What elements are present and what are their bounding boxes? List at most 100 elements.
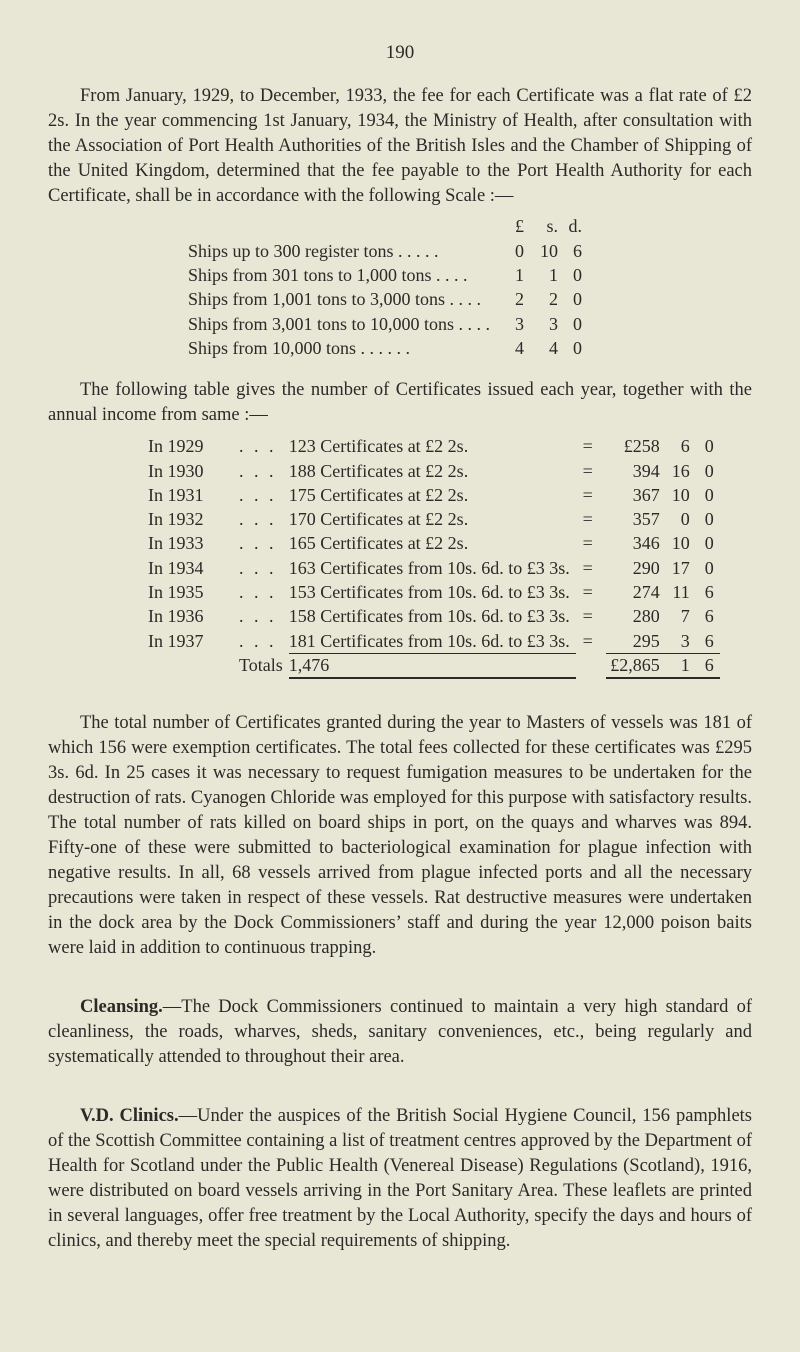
amount-L: £258 <box>606 434 666 458</box>
fee-s: 1 <box>530 263 564 287</box>
fee-L: 3 <box>496 312 530 336</box>
amount-d: 6 <box>696 629 720 653</box>
amount-L: 274 <box>606 580 666 604</box>
amount-s: 10 <box>666 531 696 555</box>
cert-desc: 153 Certificates from 10s. 6d. to £3 3s. <box>289 580 576 604</box>
fee-d: 6 <box>564 239 588 263</box>
cert-desc: 158 Certificates from 10s. 6d. to £3 3s. <box>289 604 576 628</box>
equals-cell: = <box>576 580 606 604</box>
amount-d: 6 <box>696 604 720 628</box>
col-header-L: £ <box>496 214 530 238</box>
table-row: In 1934 . . . 163 Certificates from 10s.… <box>148 556 720 580</box>
equals-cell: = <box>576 483 606 507</box>
col-header-d: d. <box>564 214 588 238</box>
fee-L: 4 <box>496 336 530 360</box>
amount-L: 357 <box>606 507 666 531</box>
table-row: Ships from 10,000 tons . . . . . . 4 4 0 <box>188 336 588 360</box>
amount-s: 3 <box>666 629 696 653</box>
fee-d: 0 <box>564 336 588 360</box>
amount-L: 295 <box>606 629 666 653</box>
cleansing-heading: Cleansing. <box>80 997 163 1017</box>
paragraph-intro: From January, 1929, to December, 1933, t… <box>48 84 752 209</box>
fee-desc: Ships from 301 tons to 1,000 tons . . . … <box>188 263 496 287</box>
year-cell: In 1936 <box>148 604 239 628</box>
col-header-s: s. <box>530 214 564 238</box>
fee-s: 2 <box>530 287 564 311</box>
amount-s: 7 <box>666 604 696 628</box>
totals-d: 6 <box>696 653 720 677</box>
amount-d: 0 <box>696 531 720 555</box>
amount-d: 0 <box>696 556 720 580</box>
amount-d: 6 <box>696 580 720 604</box>
cert-desc: 123 Certificates at £2 2s. <box>289 434 576 458</box>
paragraph-certificates: The total number of Certificates granted… <box>48 711 752 961</box>
equals-cell: = <box>576 604 606 628</box>
year-cell: In 1929 <box>148 434 239 458</box>
cert-desc: 181 Certificates from 10s. 6d. to £3 3s. <box>289 629 576 653</box>
totals-label: Totals <box>239 653 289 677</box>
table-row: In 1930 . . . 188 Certificates at £2 2s.… <box>148 459 720 483</box>
equals-cell: = <box>576 629 606 653</box>
fee-d: 0 <box>564 287 588 311</box>
fee-s: 10 <box>530 239 564 263</box>
document-page: 190 From January, 1929, to December, 193… <box>0 0 800 1352</box>
totals-L: £2,865 <box>606 653 666 677</box>
table-row: Ships from 3,001 tons to 10,000 tons . .… <box>188 312 588 336</box>
equals-cell: = <box>576 459 606 483</box>
cert-desc: 165 Certificates at £2 2s. <box>289 531 576 555</box>
cert-desc: 170 Certificates at £2 2s. <box>289 507 576 531</box>
fee-desc: Ships up to 300 register tons . . . . . <box>188 239 496 263</box>
cert-desc: 175 Certificates at £2 2s. <box>289 483 576 507</box>
amount-d: 0 <box>696 459 720 483</box>
fee-L: 0 <box>496 239 530 263</box>
vd-clinics-heading: V.D. Clinics. <box>80 1106 179 1126</box>
equals-cell: = <box>576 531 606 555</box>
fee-desc: Ships from 3,001 tons to 10,000 tons . .… <box>188 312 496 336</box>
paragraph-table-intro: The following table gives the number of … <box>48 378 752 428</box>
fee-s: 3 <box>530 312 564 336</box>
dots-cell: . . . <box>239 459 289 483</box>
fee-desc: Ships from 1,001 tons to 3,000 tons . . … <box>188 287 496 311</box>
amount-L: 280 <box>606 604 666 628</box>
amount-L: 346 <box>606 531 666 555</box>
table-row: In 1935 . . . 153 Certificates from 10s.… <box>148 580 720 604</box>
table-row: In 1932 . . . 170 Certificates at £2 2s.… <box>148 507 720 531</box>
totals-count: 1,476 <box>289 653 576 677</box>
dots-cell: . . . <box>239 531 289 555</box>
dots-cell: . . . <box>239 604 289 628</box>
dots-cell: . . . <box>239 434 289 458</box>
table-row: In 1936 . . . 158 Certificates from 10s.… <box>148 604 720 628</box>
fee-s: 4 <box>530 336 564 360</box>
year-cell: In 1934 <box>148 556 239 580</box>
table-row: In 1933 . . . 165 Certificates at £2 2s.… <box>148 531 720 555</box>
year-cell: In 1933 <box>148 531 239 555</box>
year-cell: In 1932 <box>148 507 239 531</box>
table-row: In 1937 . . . 181 Certificates from 10s.… <box>148 629 720 653</box>
amount-s: 6 <box>666 434 696 458</box>
fee-L: 1 <box>496 263 530 287</box>
year-cell: In 1935 <box>148 580 239 604</box>
amount-L: 394 <box>606 459 666 483</box>
vd-clinics-text: —Under the auspices of the British Socia… <box>48 1106 752 1251</box>
equals-cell: = <box>576 434 606 458</box>
amount-d: 0 <box>696 507 720 531</box>
table-row: Ships from 301 tons to 1,000 tons . . . … <box>188 263 588 287</box>
paragraph-vd-clinics: V.D. Clinics.—Under the auspices of the … <box>48 1104 752 1254</box>
table-row: Ships from 1,001 tons to 3,000 tons . . … <box>188 287 588 311</box>
totals-s: 1 <box>666 653 696 677</box>
dots-cell: . . . <box>239 580 289 604</box>
dots-cell: . . . <box>239 507 289 531</box>
dots-cell: . . . <box>239 556 289 580</box>
cert-desc: 188 Certificates at £2 2s. <box>289 459 576 483</box>
cert-desc: 163 Certificates from 10s. 6d. to £3 3s. <box>289 556 576 580</box>
table-row: Ships up to 300 register tons . . . . . … <box>188 239 588 263</box>
amount-s: 16 <box>666 459 696 483</box>
equals-cell: = <box>576 507 606 531</box>
amount-s: 17 <box>666 556 696 580</box>
amount-d: 0 <box>696 434 720 458</box>
fee-scale-table: £ s. d. Ships up to 300 register tons . … <box>188 214 588 360</box>
amount-L: 290 <box>606 556 666 580</box>
fee-d: 0 <box>564 263 588 287</box>
equals-cell: = <box>576 556 606 580</box>
fee-L: 2 <box>496 287 530 311</box>
